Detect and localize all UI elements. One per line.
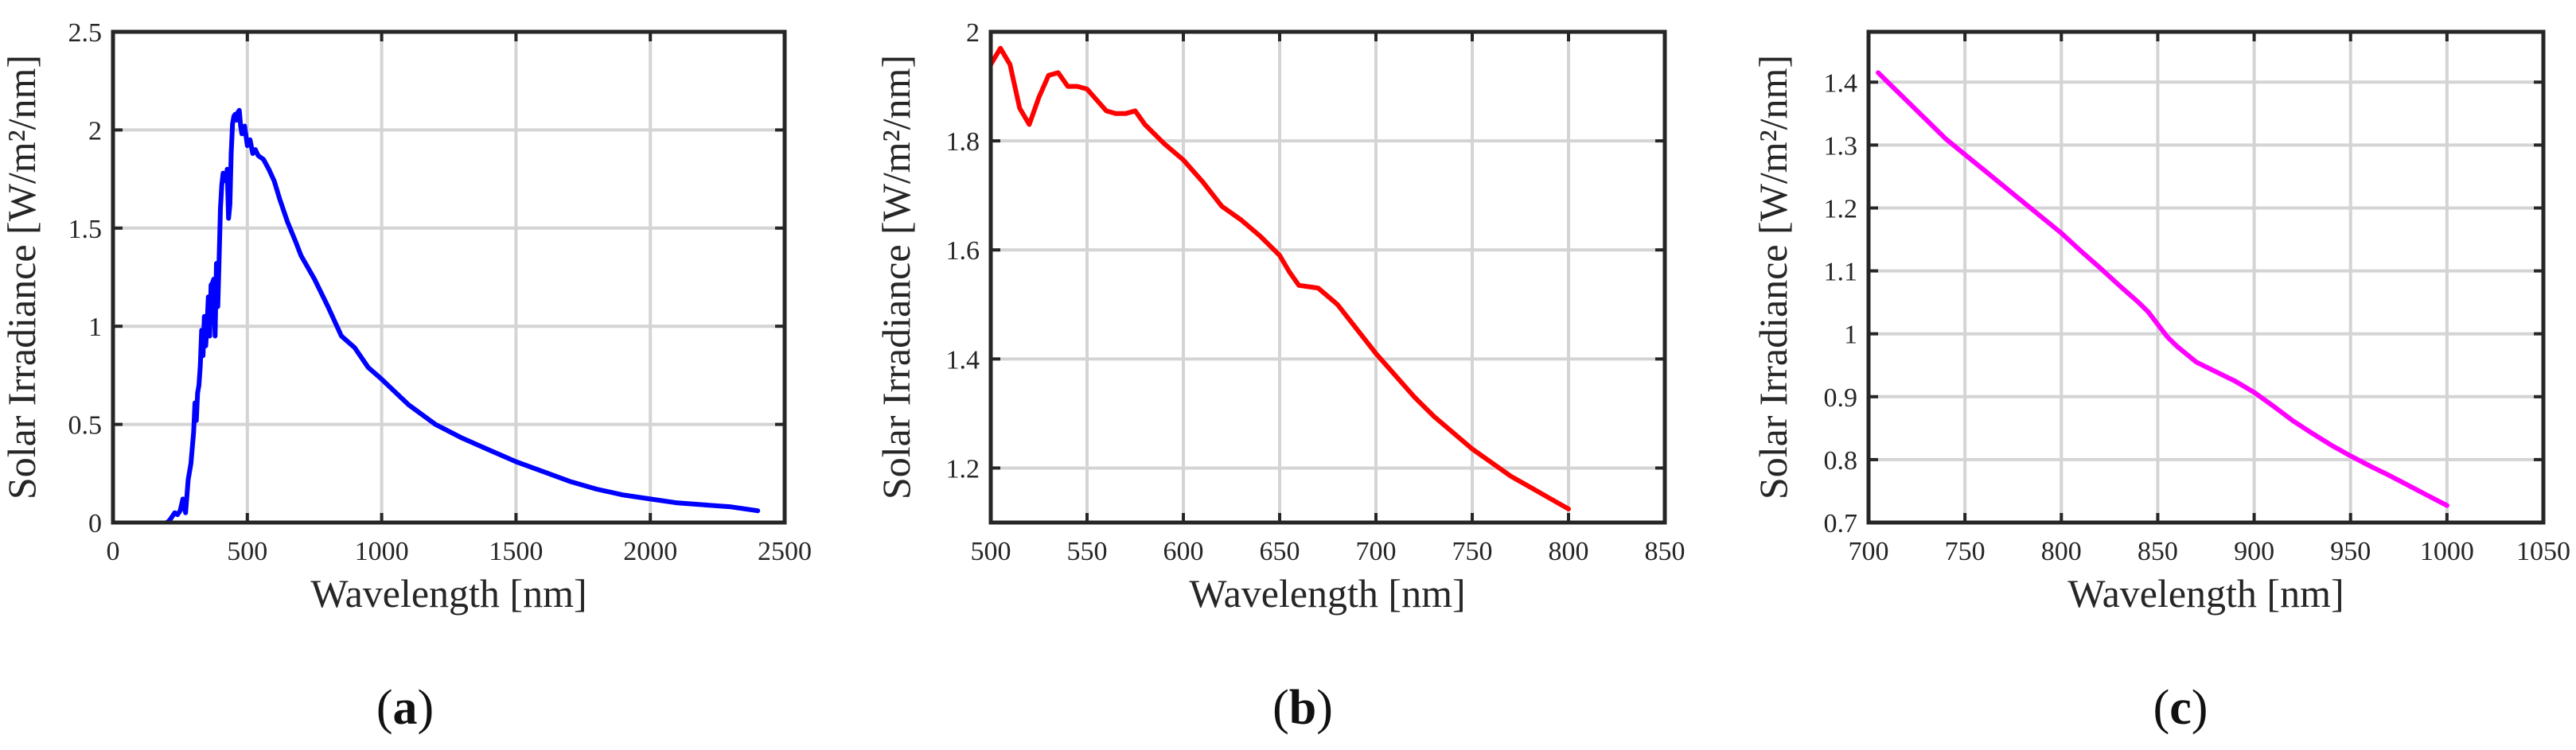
x-tick-label: 750 — [1452, 537, 1493, 566]
panel-label: (a) — [376, 681, 434, 735]
x-tick-label: 700 — [1356, 537, 1397, 566]
y-tick-label: 1.2 — [946, 454, 980, 484]
x-axis-title: Wavelength [nm] — [1189, 571, 1465, 616]
y-tick-label: 0.5 — [68, 411, 103, 441]
panel-label-letter: a — [393, 681, 418, 735]
series-line — [991, 45, 1571, 511]
plot-area — [991, 32, 1665, 523]
y-tick-label: 1 — [1844, 321, 1857, 350]
chart-panel-b: 500 550 600 650 700 750 800 850 1.2 1.4 1.6 1.8 2 Wav… — [874, 18, 1686, 735]
y-tick-label: 1.4 — [1824, 68, 1858, 98]
x-tick-label: 600 — [1163, 537, 1204, 566]
y-tick-label: 0.7 — [1824, 509, 1858, 538]
y-tick-label: 1.5 — [68, 215, 103, 244]
y-tick-label: 1 — [88, 313, 102, 342]
y-axis-title: Solar Irradiance [W/m²/nm] — [874, 55, 918, 499]
x-tick-label: 1000 — [2420, 537, 2474, 566]
x-tick-label: 2000 — [623, 537, 677, 566]
plot-area — [113, 32, 785, 523]
x-tick-label: 1000 — [355, 537, 409, 566]
panel-label-letter: b — [1289, 681, 1316, 735]
x-tick-label: 950 — [2330, 537, 2371, 566]
x-tick-label: 500 — [971, 537, 1011, 566]
panel-label-letter: c — [2169, 681, 2192, 735]
panel-label-close-paren: ) — [418, 681, 435, 735]
panel-label-close-paren: ) — [1316, 681, 1333, 735]
panel-label-open-paren: ( — [376, 681, 393, 735]
panel-label-open-paren: ( — [2153, 681, 2170, 735]
x-tick-label: 0 — [107, 537, 120, 566]
panel-label-open-paren: ( — [1272, 681, 1289, 735]
x-tick-label: 500 — [227, 537, 267, 566]
y-tick-label: 1.3 — [1824, 131, 1858, 161]
y-tick-label: 2.5 — [68, 18, 103, 48]
chart-panel-c: 700 750 800 850 900 950 1000 1050 0.7 0.8 0.9 1 1.1 1… — [1751, 29, 2570, 735]
x-tick-label: 1050 — [2516, 537, 2570, 566]
x-tick-label: 700 — [1849, 537, 1889, 566]
y-tick-label: 1.2 — [1824, 194, 1858, 223]
y-tick-label: 0.8 — [1824, 446, 1858, 476]
x-tick-label: 800 — [2041, 537, 2082, 566]
x-tick-label: 900 — [2234, 537, 2274, 566]
y-tick-label: 1.6 — [946, 236, 980, 266]
y-tick-label: 0 — [88, 509, 102, 538]
chart-panel-a: 0 500 1000 1500 2000 2500 0 0.5 1 1.5 2 2.5 Waveleng… — [0, 18, 812, 735]
plot-frame — [111, 29, 787, 525]
plot-area — [1869, 32, 2543, 523]
x-tick-label: 800 — [1549, 537, 1589, 566]
x-tick-label: 750 — [1945, 537, 1986, 566]
y-tick-label: 1.1 — [1824, 258, 1858, 287]
x-axis-title: Wavelength [nm] — [310, 571, 587, 616]
panel-label: (c) — [2153, 681, 2208, 735]
y-axis-title: Solar Irradiance [W/m²/nm] — [0, 55, 44, 499]
y-tick-label: 0.9 — [1824, 383, 1858, 413]
plot-frame — [988, 29, 1667, 525]
y-axis-title: Solar Irradiance [W/m²/nm] — [1751, 55, 1795, 499]
series-line — [1876, 70, 2449, 508]
x-tick-label: 650 — [1260, 537, 1300, 566]
x-tick-label: 2500 — [758, 537, 812, 566]
x-tick-label: 850 — [2138, 537, 2178, 566]
y-tick-label: 1.4 — [946, 345, 980, 375]
panel-label: (b) — [1272, 681, 1333, 735]
x-tick-label: 550 — [1067, 537, 1108, 566]
plot-frame — [1866, 29, 2546, 525]
panel-label-close-paren: ) — [2192, 681, 2208, 735]
x-tick-label: 850 — [1645, 537, 1686, 566]
y-tick-label: 1.8 — [946, 127, 980, 157]
y-tick-label: 2 — [966, 18, 980, 48]
series-line — [164, 107, 761, 523]
y-tick-label: 2 — [88, 116, 102, 146]
x-axis-title: Wavelength [nm] — [2067, 571, 2344, 616]
x-tick-label: 1500 — [489, 537, 543, 566]
